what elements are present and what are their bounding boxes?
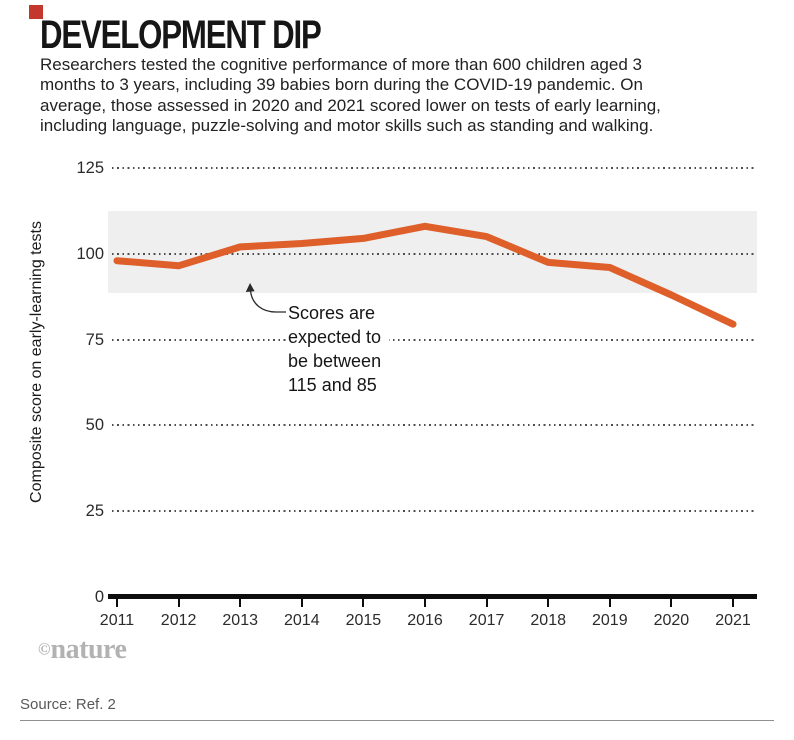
x-tick-label-2014: 2014	[284, 612, 320, 629]
x-tick-label-2011: 2011	[99, 612, 135, 629]
gridline-75	[112, 338, 757, 341]
gridline-100	[112, 252, 757, 255]
expected-range-note: Scores are expected to be between 115 an…	[288, 300, 390, 399]
x-tick-label-2015: 2015	[345, 612, 382, 629]
x-tick-label-2021: 2021	[715, 612, 751, 629]
gridline-125	[112, 167, 757, 169]
annotation-arrow-icon	[249, 290, 286, 313]
x-tick-2015	[362, 599, 365, 607]
footer-divider	[20, 720, 774, 721]
x-tick-label-2020: 2020	[653, 612, 690, 629]
x-tick-2012	[177, 599, 180, 607]
gridline-25	[112, 510, 757, 513]
x-tick-2017	[485, 599, 488, 607]
x-tick-label-2013: 2013	[222, 612, 258, 629]
y-axis-title: Composite score on early-learning tests	[28, 221, 45, 503]
x-tick-2013	[239, 599, 242, 607]
gridline-50	[112, 424, 757, 427]
y-tick-label-0: 0	[94, 588, 104, 606]
x-tick-label-2017: 2017	[468, 612, 505, 629]
x-tick-2014	[300, 599, 303, 607]
x-tick-2016	[424, 599, 426, 607]
source-note: Source: Ref. 2	[20, 696, 116, 713]
copyright-icon: ©	[38, 639, 51, 659]
y-tick-label-100: 100	[76, 244, 104, 263]
x-tick-2011	[116, 599, 118, 607]
x-tick-label-2016: 2016	[407, 612, 443, 629]
y-tick-label-50: 50	[85, 416, 104, 435]
chart-description: Researchers tested the cognitive perform…	[40, 55, 661, 136]
nature-wordmark: nature	[50, 634, 127, 665]
x-axis-line	[108, 594, 757, 599]
x-tick-2018	[547, 599, 550, 607]
page-title: DEVELOPMENT DIP	[40, 13, 322, 57]
x-tick-label-2019: 2019	[592, 612, 628, 629]
x-tick-2021	[732, 599, 734, 607]
y-tick-label-25: 25	[85, 502, 104, 521]
brand-accent-square-icon	[29, 5, 43, 19]
x-tick-2019	[608, 599, 611, 607]
y-tick-label-125: 125	[76, 159, 104, 177]
x-tick-2020	[670, 599, 673, 607]
nature-watermark: ©nature	[38, 634, 127, 666]
x-tick-label-2018: 2018	[530, 612, 566, 629]
x-tick-label-2012: 2012	[160, 612, 197, 629]
y-tick-label-75: 75	[85, 330, 104, 349]
